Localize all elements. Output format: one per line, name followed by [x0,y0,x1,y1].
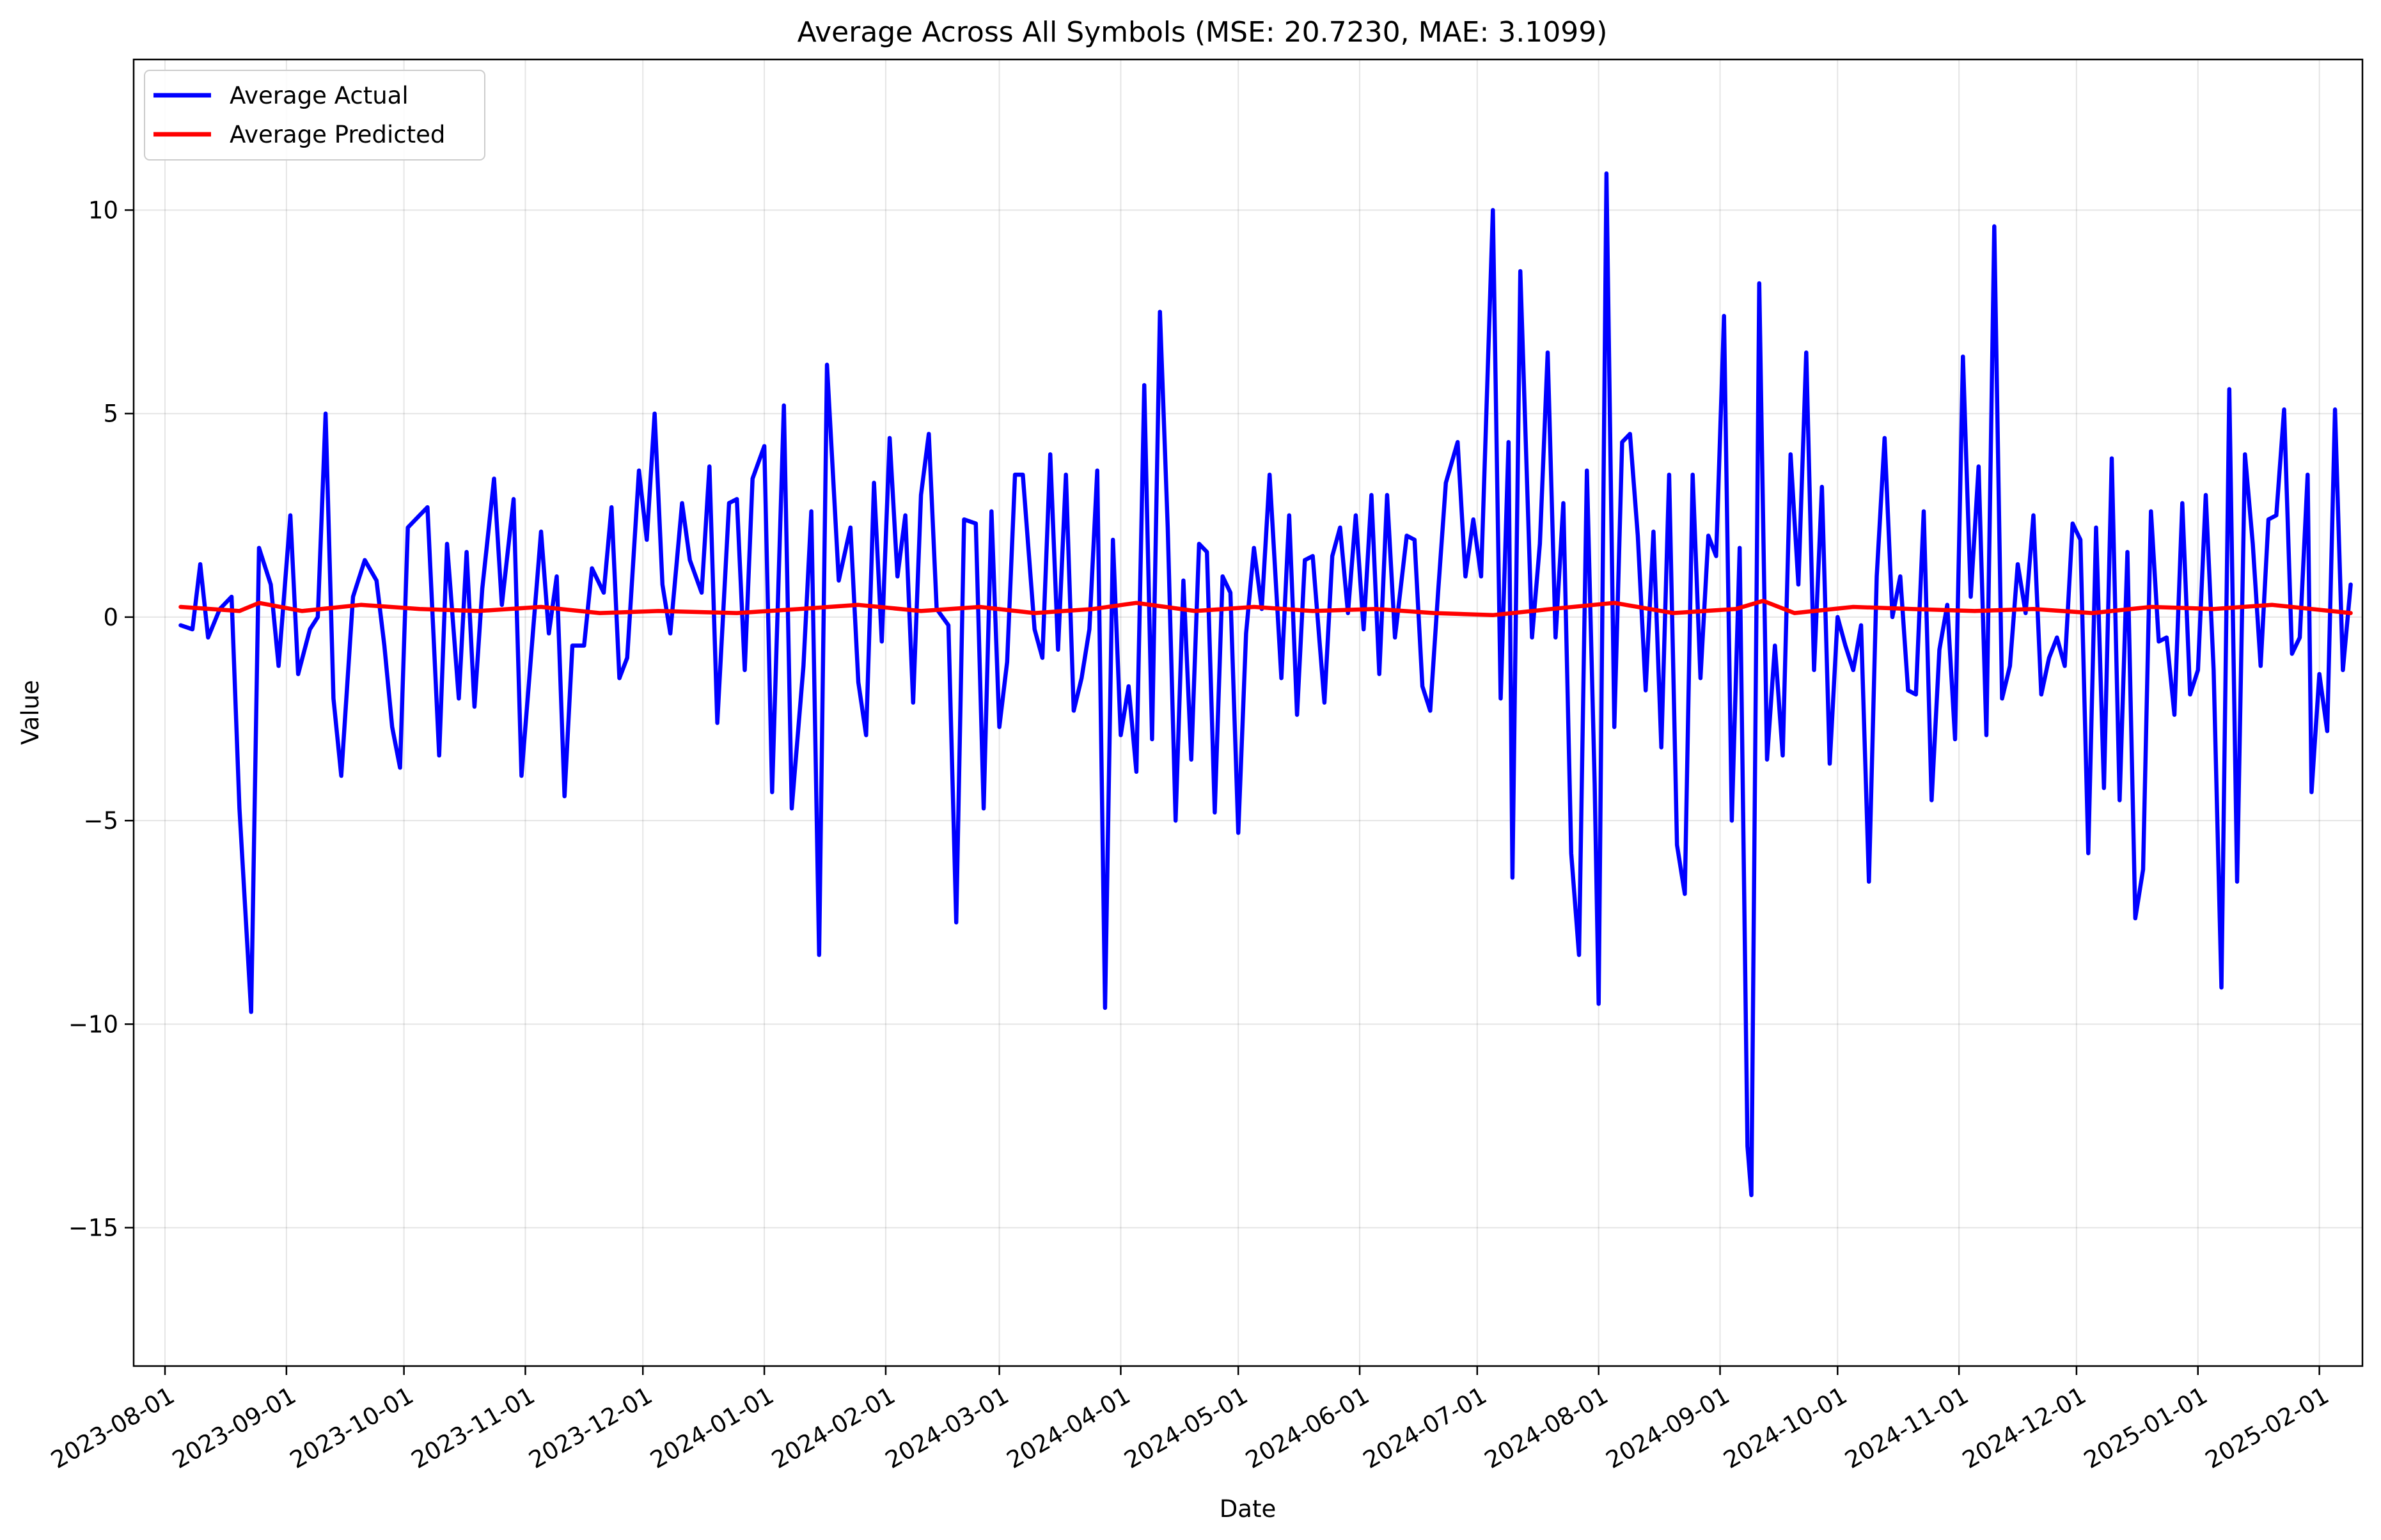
legend-label-actual: Average Actual [230,82,409,109]
plot-frame [132,58,2364,1367]
y-tick-label: −5 [83,807,118,835]
y-tick-label: 0 [103,604,118,631]
y-tick-label: 5 [103,400,118,428]
series-average-predicted-line [178,599,2353,618]
x-axis-label: Date [1220,1495,1276,1523]
y-tick-label: 10 [88,196,118,224]
grid [134,59,2362,1366]
series-average-actual-line [178,171,2353,1197]
legend: Average Actual Average Predicted [144,70,485,161]
y-axis-label: Value [17,680,44,745]
y-axis: 10 5 0 −5 −10 −15 [68,196,134,1242]
series-layer [178,171,2353,1197]
y-tick-label: −10 [68,1010,118,1038]
chart-title: Average Across All Symbols (MSE: 20.7230… [798,16,1608,49]
legend-box [144,70,485,161]
y-tick-label: −15 [68,1214,118,1242]
legend-label-predicted: Average Predicted [230,121,445,148]
